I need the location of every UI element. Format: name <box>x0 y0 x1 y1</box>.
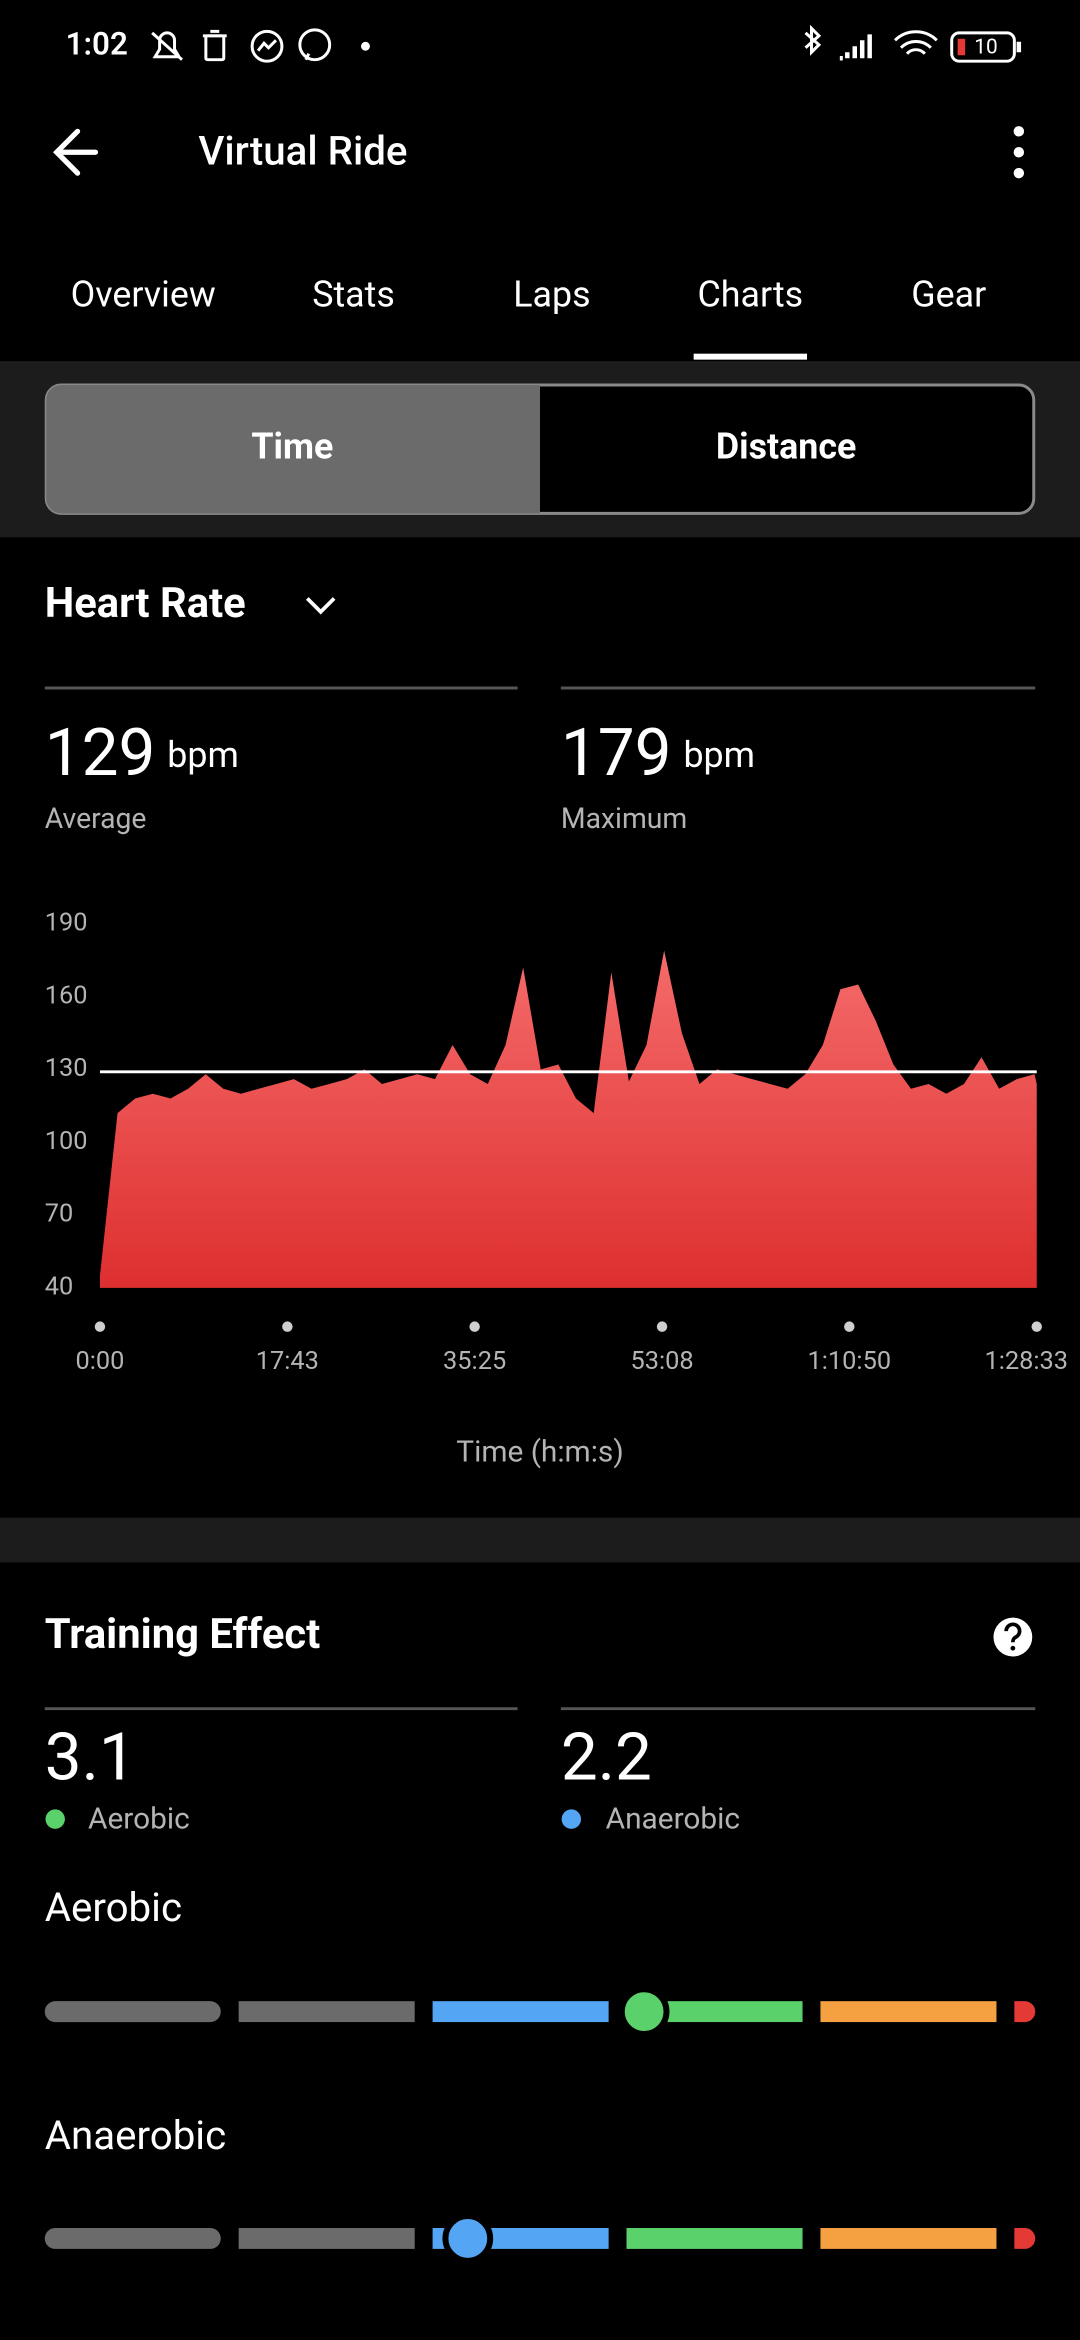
x-tick-label: 0:00 <box>75 1346 124 1376</box>
scale-segment <box>820 2001 997 2023</box>
x-tick-mark <box>1031 1321 1042 1332</box>
y-tick-label: 130 <box>45 1053 88 1083</box>
heart-rate-chart: 40 70 100 130 160 190 0:00 17:43 35:25 53:08 1:10:… <box>45 907 1068 1376</box>
average-value: 129 <box>45 715 156 792</box>
x-tick-label: 1:28:33 <box>985 1346 1069 1376</box>
dropdown-chevron[interactable] <box>305 597 336 615</box>
x-tick-mark <box>94 1321 106 1332</box>
tab-bar: Overview Stats Laps Charts Gear <box>71 273 986 360</box>
scale-title: Anaerobic <box>45 2112 226 2159</box>
maximum-label: Maximum <box>561 802 687 835</box>
legend-dot <box>45 1809 65 1829</box>
aerobic-label: Aerobic <box>88 1801 190 1836</box>
y-tick-label: 100 <box>45 1126 88 1156</box>
legend-dot <box>561 1809 582 1829</box>
scale-segment <box>238 2228 415 2249</box>
anaerobic-label: Anaerobic <box>606 1801 740 1836</box>
back-button[interactable] <box>52 128 99 176</box>
heart-rate-area <box>99 950 1037 1288</box>
scale-title: Aerobic <box>45 1884 182 1931</box>
scale-segment <box>626 2228 803 2249</box>
maximum-unit: bpm <box>683 735 755 777</box>
average-label: Average <box>45 802 147 835</box>
x-tick-mark <box>282 1321 293 1332</box>
status-time: 1:02 <box>66 26 128 63</box>
section-separator <box>0 1517 1080 1563</box>
help-button[interactable] <box>993 1617 1033 1657</box>
scale-segment <box>1014 2228 1036 2249</box>
x-tick-label: 53:08 <box>630 1346 693 1376</box>
status-icons <box>151 24 1022 63</box>
x-tick-mark <box>469 1321 480 1332</box>
scale-segment <box>432 2001 609 2023</box>
x-tick-mark <box>656 1321 668 1332</box>
x-tick-label: 17:43 <box>256 1346 319 1376</box>
y-tick-label: 160 <box>45 980 88 1010</box>
battery-level <box>957 38 966 56</box>
y-tick-label: 40 <box>45 1272 74 1302</box>
menu-button[interactable] <box>1013 126 1025 179</box>
toggle-distance[interactable]: Distance <box>716 426 856 468</box>
scale-segment <box>820 2228 997 2249</box>
tab[interactable]: Overview <box>71 273 216 315</box>
y-tick-label: 70 <box>45 1199 74 1229</box>
scale-segment <box>238 2001 415 2023</box>
scale-marker <box>442 2213 494 2264</box>
maximum-stat: 179 bpm <box>561 715 755 792</box>
x-tick-label: 35:25 <box>443 1346 506 1376</box>
toggle-time[interactable]: Time <box>251 426 333 468</box>
x-tick-mark <box>844 1321 855 1332</box>
scale-segment <box>1014 2001 1036 2023</box>
tab[interactable]: Gear <box>911 273 986 315</box>
tab-indicator <box>693 353 808 360</box>
toggle-selected[interactable] <box>46 385 540 514</box>
average-stat: 129 bpm <box>45 715 239 792</box>
section-title: Training Effect <box>45 1610 321 1659</box>
battery-text: 10 <box>974 35 997 59</box>
training-effect-scales <box>44 1809 1036 2264</box>
scale-segment <box>44 2001 221 2023</box>
tab[interactable]: Charts <box>697 273 803 315</box>
y-tick-label: 190 <box>45 907 88 937</box>
maximum-value: 179 <box>561 715 672 792</box>
aerobic-value: 3.1 <box>45 1720 136 1797</box>
average-unit: bpm <box>167 735 239 777</box>
tab[interactable]: Laps <box>513 273 590 315</box>
anaerobic-value: 2.2 <box>561 1720 652 1797</box>
scale-segment <box>44 2228 221 2249</box>
section-title[interactable]: Heart Rate <box>45 579 246 628</box>
scale-segment <box>626 2001 803 2023</box>
screen-title: Virtual Ride <box>198 127 407 174</box>
tab[interactable]: Stats <box>312 273 395 315</box>
x-axis-title: Time (h:m:s) <box>456 1434 623 1469</box>
x-tick-label: 1:10:50 <box>808 1346 892 1376</box>
scale-marker <box>618 1986 670 2037</box>
